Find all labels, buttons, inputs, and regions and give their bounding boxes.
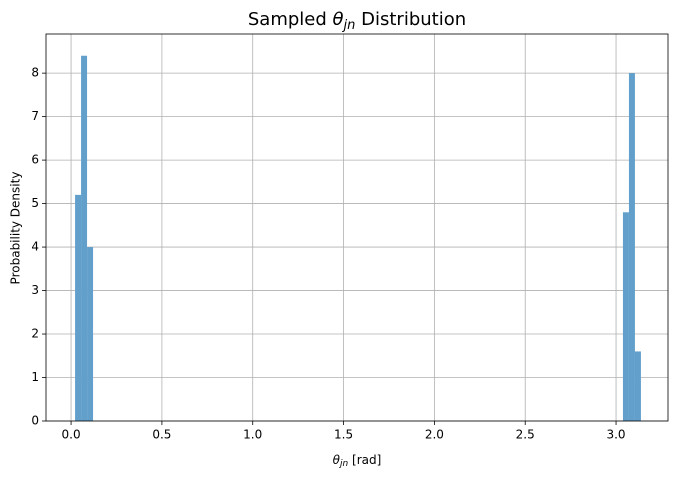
x-tick-label: 0.5	[152, 428, 171, 442]
chart-title: Sampled θjn Distribution	[248, 9, 466, 33]
y-tick-label: 6	[31, 153, 39, 167]
bar	[634, 351, 641, 421]
x-tick-label: 2.5	[516, 428, 535, 442]
title-suffix: Distribution	[361, 9, 466, 30]
xlabel-symbol: θ	[333, 453, 341, 467]
bar	[622, 212, 629, 421]
y-axis-label: Probability Density	[9, 172, 23, 285]
xlabel-unit: [rad]	[352, 453, 381, 467]
plot-frame	[45, 33, 669, 422]
y-tick-label: 7	[31, 109, 39, 123]
y-tick-label: 4	[31, 240, 39, 254]
bar	[628, 73, 635, 422]
y-tick-label: 8	[31, 66, 39, 80]
y-tick-label: 5	[31, 196, 39, 210]
x-tick-label: 2.0	[425, 428, 444, 442]
title-subscript: jn	[342, 18, 356, 33]
title-prefix: Sampled	[248, 9, 327, 30]
y-tick-label: 1	[31, 370, 39, 384]
bar	[87, 247, 94, 421]
bar	[75, 194, 82, 421]
title-symbol: θ	[333, 9, 344, 30]
x-tick-label: 1.0	[243, 428, 262, 442]
x-tick-label: 0.0	[62, 428, 81, 442]
x-tick-label: 1.5	[334, 428, 353, 442]
x-tick-label: 3.0	[606, 428, 625, 442]
y-tick-label: 2	[31, 327, 39, 341]
x-axis-label: θjn [rad]	[333, 453, 382, 469]
y-tick-label: 3	[31, 283, 39, 297]
xlabel-subscript: jn	[338, 459, 349, 469]
bar	[81, 55, 88, 421]
y-tick-label: 0	[31, 414, 39, 428]
